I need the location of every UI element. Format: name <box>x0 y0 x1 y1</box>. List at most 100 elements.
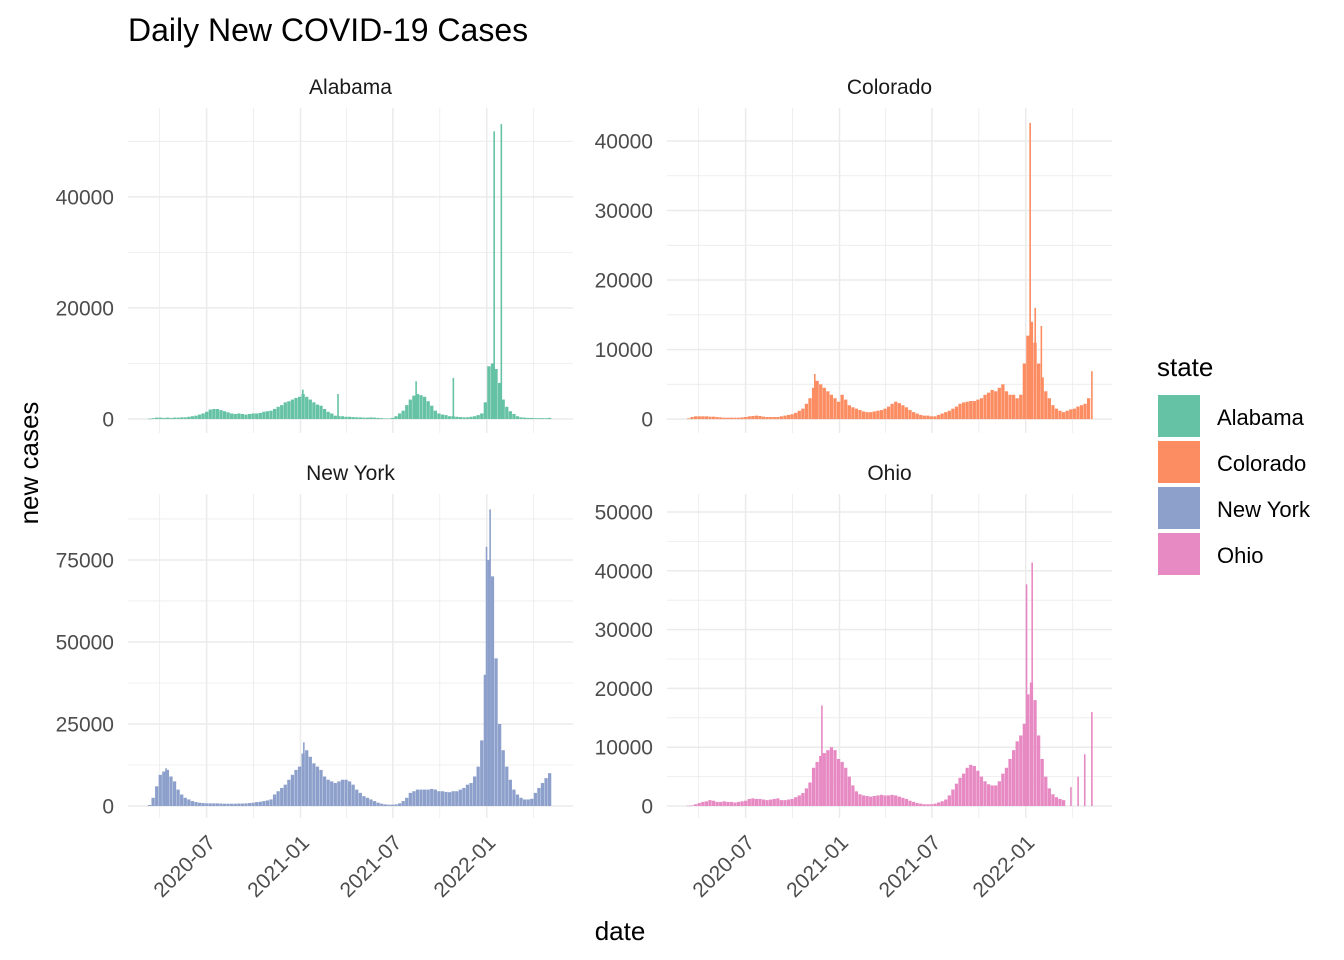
spike-bar-alabama <box>452 377 455 420</box>
bar-alabama <box>247 414 252 420</box>
bar-new-york <box>233 803 237 806</box>
bar-ohio <box>786 799 791 807</box>
bar-ohio <box>808 782 812 807</box>
bar-alabama <box>390 417 395 420</box>
bar-alabama <box>269 410 273 420</box>
bar-new-york <box>297 766 302 806</box>
bar-new-york <box>290 774 295 806</box>
y-tick-label: 0 <box>102 409 114 432</box>
bar-colorado <box>947 410 951 420</box>
bar-alabama <box>401 410 405 420</box>
bar-new-york <box>230 803 234 806</box>
bar-alabama <box>465 417 470 420</box>
y-tick-label: 75000 <box>56 549 114 572</box>
bar-colorado <box>726 417 730 420</box>
bar-new-york <box>283 784 287 806</box>
bar-alabama <box>494 369 498 420</box>
spike-bar-ohio <box>1031 562 1033 807</box>
bar-colorado <box>794 412 798 420</box>
bar-new-york <box>308 756 312 806</box>
bar-colorado <box>729 417 734 420</box>
bar-alabama <box>437 413 441 420</box>
legend-item-alabama: Alabama <box>1158 395 1305 437</box>
bar-ohio <box>783 800 787 807</box>
bar-new-york <box>151 797 155 806</box>
bar-alabama <box>515 416 520 420</box>
bar-alabama <box>508 411 512 420</box>
bar-colorado <box>1076 406 1080 420</box>
bar-new-york <box>162 771 166 806</box>
bar-new-york <box>451 791 455 806</box>
bar-colorado <box>911 412 916 420</box>
bar-alabama <box>472 416 477 420</box>
facet-panel-ohio: Ohio 0 10000 20000 30000 40000 50000 2020-07 202… <box>595 462 1112 902</box>
bar-alabama <box>297 396 302 420</box>
bar-alabama <box>183 417 187 420</box>
bar-colorado <box>704 416 709 420</box>
bar-alabama <box>280 405 284 420</box>
bar-new-york <box>544 778 548 806</box>
bar-new-york <box>165 769 170 806</box>
bar-new-york <box>480 740 484 806</box>
bar-new-york <box>433 789 437 806</box>
bar-alabama <box>162 417 166 420</box>
bar-new-york <box>405 797 409 806</box>
bar-ohio <box>801 793 805 807</box>
bar-colorado <box>790 414 794 420</box>
bar-new-york <box>205 803 209 806</box>
bar-new-york <box>487 559 491 806</box>
bar-new-york <box>280 787 284 806</box>
bar-ohio <box>983 781 987 807</box>
bar-colorado <box>894 401 898 420</box>
bar-colorado <box>740 417 744 420</box>
bar-ohio <box>1044 776 1048 807</box>
bar-new-york <box>369 799 373 806</box>
bar-alabama <box>194 415 198 420</box>
bar-colorado <box>1065 410 1069 420</box>
bar-alabama <box>276 406 280 420</box>
bar-colorado <box>879 410 884 420</box>
bar-ohio <box>890 794 894 807</box>
bar-alabama <box>333 415 337 420</box>
x-tick-label: 2022-01 <box>969 831 1040 902</box>
bar-alabama <box>405 405 409 420</box>
bar-ohio <box>994 785 998 807</box>
bar-colorado <box>951 408 955 420</box>
bar-ohio <box>822 753 826 807</box>
bar-new-york <box>419 789 423 806</box>
bar-new-york <box>408 792 412 806</box>
bar-alabama <box>355 417 359 420</box>
bar-ohio <box>897 796 901 807</box>
bar-ohio <box>697 803 701 807</box>
bar-new-york <box>276 791 280 806</box>
bar-ohio <box>836 758 841 807</box>
bar-ohio <box>872 796 876 807</box>
bar-ohio <box>851 785 855 807</box>
bar-alabama <box>380 418 384 420</box>
bar-alabama <box>322 409 327 420</box>
bar-new-york <box>212 803 216 806</box>
bar-ohio <box>922 804 926 807</box>
bar-colorado <box>883 408 887 420</box>
x-tick-label: 2021-07 <box>336 831 407 902</box>
bar-colorado <box>1008 394 1012 420</box>
bar-alabama <box>319 405 323 420</box>
bar-colorado <box>1022 363 1026 420</box>
bar-ohio <box>726 801 730 807</box>
bar-new-york <box>215 803 220 806</box>
bar-new-york <box>194 802 198 806</box>
bar-colorado <box>890 403 894 420</box>
bar-ohio <box>997 781 1001 807</box>
bar-new-york <box>244 803 248 806</box>
bar-new-york <box>526 799 530 806</box>
bar-new-york <box>197 802 202 806</box>
bar-ohio <box>1054 797 1059 807</box>
y-tick-label: 50000 <box>56 631 114 654</box>
bar-alabama <box>272 409 277 420</box>
bar-ohio <box>919 803 923 807</box>
bar-ohio <box>1001 773 1005 807</box>
bar-ohio <box>926 804 930 807</box>
bar-ohio <box>744 800 748 807</box>
legend-label-new-york: New York <box>1217 497 1311 522</box>
bar-new-york <box>397 803 402 806</box>
